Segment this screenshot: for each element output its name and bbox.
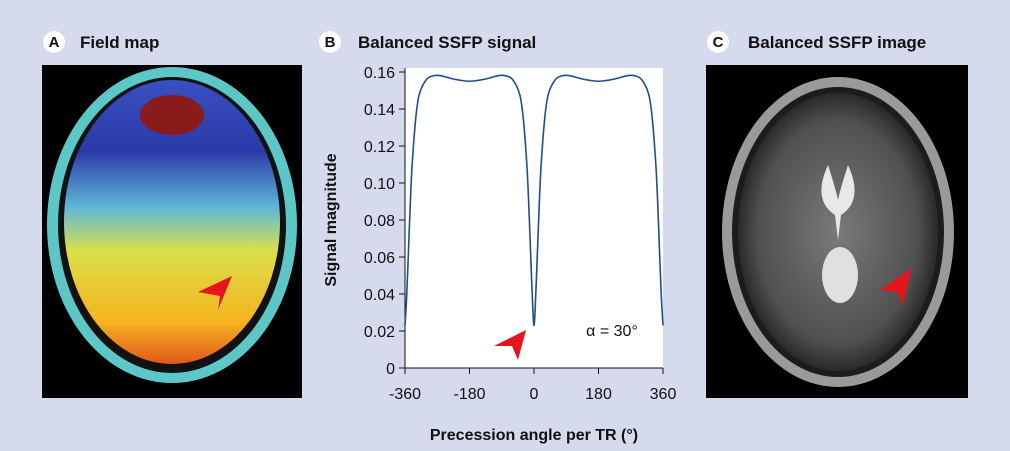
y-axis-label: Signal magnitude <box>323 153 340 286</box>
x-tick-label: -360 <box>389 386 421 403</box>
signal-line <box>404 74 664 327</box>
panel-badge <box>707 31 729 53</box>
arrow <box>494 330 526 360</box>
x-tick-label: 360 <box>650 386 677 403</box>
y-tick-label: 0.16 <box>364 65 395 82</box>
y-tick-label: 0.06 <box>364 250 395 267</box>
y-tick-label: 0.02 <box>364 324 395 341</box>
cistern <box>822 247 858 303</box>
arrow <box>198 276 232 310</box>
x-tick-label: 180 <box>585 386 612 403</box>
ventricles <box>821 165 855 240</box>
y-tick-label: 0.12 <box>364 139 395 156</box>
panel-letter: B <box>325 34 336 51</box>
x-tick-label: -180 <box>453 386 485 403</box>
chart-title: Balanced SSFP signal <box>358 33 536 52</box>
panel-badge <box>43 31 65 53</box>
panel-badge <box>319 31 341 53</box>
panel-letter: A <box>49 34 60 51</box>
panel-letter: C <box>713 34 724 51</box>
annotation: α = 30° <box>586 323 638 340</box>
y-tick-label: 0.14 <box>364 102 395 119</box>
y-tick-label: 0.04 <box>364 287 395 304</box>
panel-title: Balanced SSFP image <box>748 33 926 52</box>
x-tick-label: 0 <box>530 386 539 403</box>
brain-field <box>64 80 280 364</box>
y-tick-label: 0.08 <box>364 213 395 230</box>
panel-title: Field map <box>80 33 159 52</box>
y-tick-label: 0.10 <box>364 176 395 193</box>
y-tick-label: 0 <box>386 361 395 378</box>
arrow <box>880 268 912 306</box>
hot-spot <box>140 95 204 135</box>
x-axis-label: Precession angle per TR (°) <box>430 427 638 444</box>
